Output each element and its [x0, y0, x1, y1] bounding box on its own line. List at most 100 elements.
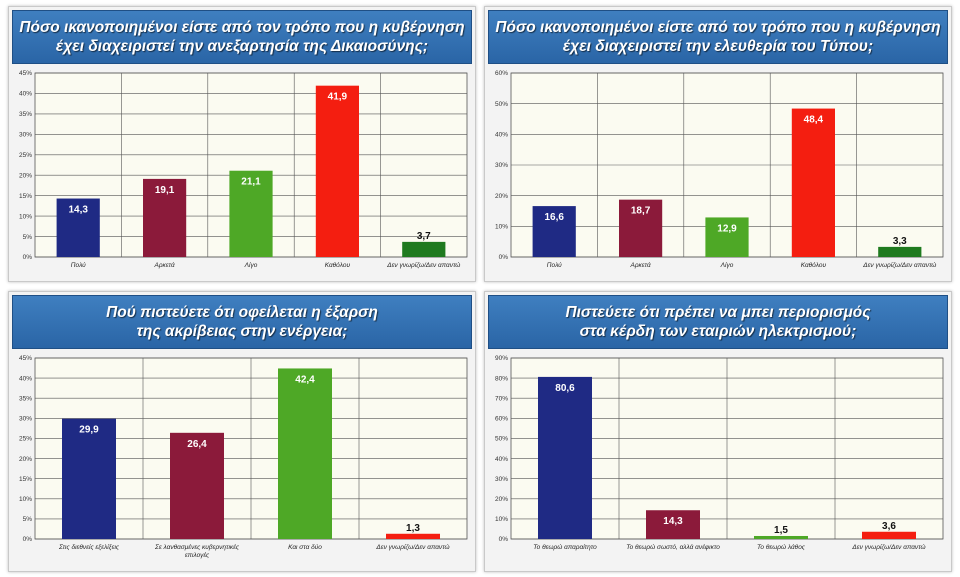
- bar-value-label: 12,9: [717, 223, 737, 234]
- y-tick-label: 0%: [23, 254, 33, 261]
- y-tick-label: 90%: [495, 355, 508, 362]
- y-tick-label: 5%: [23, 234, 33, 241]
- bar: [532, 206, 576, 257]
- chart-title: Πιστεύετε ότι πρέπει να μπει περιορισμός…: [488, 295, 948, 349]
- y-tick-label: 10%: [19, 213, 32, 220]
- bar: [386, 533, 440, 539]
- bar-value-label: 3,6: [882, 521, 896, 532]
- bar: [56, 198, 100, 257]
- bar-value-label: 80,6: [555, 383, 575, 394]
- y-tick-label: 40%: [495, 132, 508, 139]
- bar: [538, 376, 592, 539]
- x-category-label: Δεν γνωρίζω/Δεν απαντώ: [862, 261, 936, 269]
- x-category-label: Δεν γνωρίζω/Δεν απαντώ: [851, 543, 925, 551]
- y-tick-label: 30%: [495, 476, 508, 483]
- x-category-label: Και στα δύο: [288, 543, 322, 551]
- y-tick-label: 25%: [19, 436, 32, 443]
- y-tick-label: 15%: [19, 476, 32, 483]
- bar: [62, 418, 116, 539]
- x-category-label: Καθόλου: [801, 261, 827, 269]
- x-category-label: Λίγο: [244, 261, 258, 269]
- bar: [862, 531, 916, 539]
- y-tick-label: 50%: [495, 101, 508, 108]
- bar: [143, 178, 187, 257]
- bar-value-label: 16,6: [544, 212, 564, 223]
- bar-chart-justice: 0% 5% 10% 15% 20% 25% 30% 35% 40% 45% 14,3 Πολύ 19,1…: [19, 70, 468, 269]
- bar-value-label: 21,1: [241, 177, 261, 188]
- bar: [619, 199, 663, 257]
- y-tick-label: 0%: [23, 536, 33, 543]
- x-category-label: Δεν γνωρίζω/Δεν απαντώ: [375, 543, 449, 551]
- y-tick-label: 10%: [495, 224, 508, 231]
- bar-value-label: 26,4: [187, 439, 207, 450]
- bar-value-label: 48,4: [804, 115, 824, 126]
- bar: [705, 217, 749, 257]
- bar-value-label: 42,4: [295, 374, 315, 385]
- bar: [229, 170, 273, 257]
- y-tick-label: 30%: [19, 132, 32, 139]
- x-category-label: Το θεωρώ απαραίτητο: [533, 543, 597, 551]
- x-category-label: Σε λανθασμένες κυβερνητικές: [154, 543, 240, 551]
- bar-value-label: 14,3: [663, 516, 683, 527]
- bar-value-label: 3,3: [893, 236, 907, 247]
- bar-value-label: 41,9: [328, 92, 348, 103]
- bar-value-label: 1,5: [774, 525, 788, 536]
- x-category-label: Πολύ: [71, 261, 86, 269]
- bar-value-label: 19,1: [155, 185, 175, 196]
- y-tick-label: 80%: [495, 375, 508, 382]
- x-category-label: Λίγο: [720, 261, 734, 269]
- x-category-label: Στις διεθνείς εξελίξεις: [58, 543, 120, 551]
- y-tick-label: 20%: [495, 496, 508, 503]
- bar-chart-press: 0% 10% 20% 30% 40% 50% 60% 16,6 Πολύ 18,7 Αρκετά 12…: [495, 70, 944, 269]
- y-tick-label: 15%: [19, 193, 32, 200]
- bar: [791, 108, 835, 257]
- chart-panel-justice: Πόσο ικανοποιημένοι είστε από τον τρόπο …: [8, 6, 476, 282]
- bar-value-label: 18,7: [631, 206, 651, 217]
- y-tick-label: 10%: [19, 496, 32, 503]
- y-tick-label: 0%: [499, 536, 509, 543]
- bar: [315, 85, 359, 257]
- y-tick-label: 10%: [495, 516, 508, 523]
- y-tick-label: 20%: [19, 172, 32, 179]
- x-category-label: Το θεωρώ λάθος: [757, 543, 806, 551]
- y-tick-label: 30%: [19, 416, 32, 423]
- y-tick-label: 60%: [495, 70, 508, 77]
- x-category-label: Πολύ: [547, 261, 562, 269]
- bar-chart-energy: 0% 5% 10% 15% 20% 25% 30% 35% 40% 45% 29,9 Στις διε…: [19, 355, 468, 559]
- chart-panel-press: Πόσο ικανοποιημένοι είστε από τον τρόπο …: [484, 6, 952, 282]
- y-tick-label: 35%: [19, 111, 32, 118]
- x-category-label: Δεν γνωρίζω/Δεν απαντώ: [386, 261, 460, 269]
- y-tick-label: 60%: [495, 416, 508, 423]
- bar: [402, 241, 446, 257]
- y-tick-label: 45%: [19, 355, 32, 362]
- y-tick-label: 50%: [495, 436, 508, 443]
- chart-title: Πού πιστεύετε ότι οφείλεται η έξαρση της…: [12, 295, 472, 349]
- x-category-label: Αρκετά: [153, 261, 175, 269]
- y-tick-label: 40%: [495, 456, 508, 463]
- chart-panel-energy: Πού πιστεύετε ότι οφείλεται η έξαρση της…: [8, 291, 476, 572]
- y-tick-label: 45%: [19, 70, 32, 77]
- y-tick-label: 40%: [19, 375, 32, 382]
- chart-panel-electricity: Πιστεύετε ότι πρέπει να μπει περιορισμός…: [484, 291, 952, 572]
- chart-title: Πόσο ικανοποιημένοι είστε από τον τρόπο …: [12, 10, 472, 64]
- y-tick-label: 30%: [495, 162, 508, 169]
- x-category-label: Το θεωρώ σωστό, αλλά ανέφικτο: [626, 543, 720, 551]
- bar-value-label: 3,7: [417, 231, 431, 242]
- y-tick-label: 20%: [495, 193, 508, 200]
- chart-title: Πόσο ικανοποιημένοι είστε από τον τρόπο …: [488, 10, 948, 64]
- bar: [646, 510, 700, 539]
- bar-value-label: 29,9: [79, 425, 99, 436]
- y-tick-label: 40%: [19, 91, 32, 98]
- x-category-label: Καθόλου: [325, 261, 351, 269]
- y-tick-label: 35%: [19, 395, 32, 402]
- bar: [754, 535, 808, 539]
- bar: [878, 246, 922, 257]
- y-tick-label: 25%: [19, 152, 32, 159]
- x-category-label: Αρκετά: [629, 261, 651, 269]
- bar-value-label: 14,3: [68, 205, 88, 216]
- y-tick-label: 20%: [19, 456, 32, 463]
- x-category-label: επιλογές: [185, 551, 210, 559]
- y-tick-label: 70%: [495, 395, 508, 402]
- bar-chart-electricity: 0% 10% 20% 30% 40% 50% 60% 70% 80% 90% 80,6 Το θεωρ…: [495, 355, 944, 551]
- bar: [170, 432, 224, 539]
